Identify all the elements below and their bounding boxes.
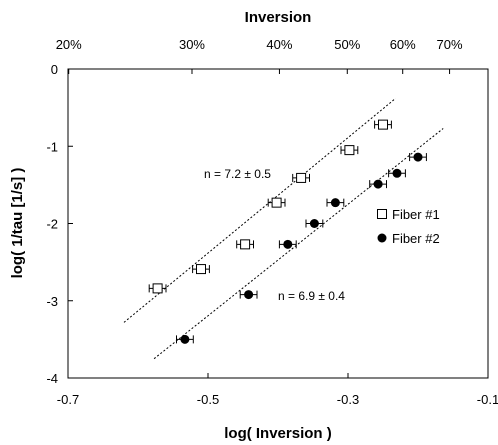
legend-marker-fiber2 [377, 233, 387, 243]
x-axis-title: log( Inversion ) [224, 425, 332, 442]
fit-lines [123, 97, 444, 360]
data-point-fiber2 [330, 198, 340, 208]
data-point-fiber1 [196, 264, 206, 275]
x-axis: -0.7 -0.5 -0.3 -0.1 [57, 373, 498, 407]
data-point-fiber2 [413, 152, 423, 162]
legend-marker-fiber1 [377, 209, 387, 219]
data-point-fiber1 [378, 119, 388, 130]
x-tick-label: -0.7 [57, 392, 79, 407]
data-point-fiber1 [344, 145, 355, 156]
data-point-fiber1 [271, 197, 282, 208]
plot-area [67, 68, 489, 379]
y-tick-label: -4 [46, 371, 58, 386]
top-tick-label: 70% [437, 37, 463, 52]
y-tick-label: -1 [46, 139, 58, 154]
top-axis: 20% 30% 40% 50% 60% 70% [56, 37, 463, 74]
data-point-fiber2 [309, 219, 319, 228]
y-tick-label: -2 [46, 217, 58, 232]
data-point-fiber1 [296, 172, 307, 183]
annotation-fiber2: n = 6.9 ± 0.4 [278, 289, 345, 303]
data-point-fiber1 [240, 239, 251, 250]
data-point-fiber2 [283, 239, 293, 249]
top-axis-title: Inversion [245, 9, 312, 26]
data-point-fiber2 [392, 168, 402, 178]
fit-line-2 [153, 128, 444, 360]
data-points [148, 119, 427, 344]
y-axis: 0 -1 -2 -3 -4 [46, 62, 73, 386]
legend-label-fiber1: Fiber #1 [392, 207, 440, 222]
legend-label-fiber2: Fiber #2 [392, 231, 440, 246]
y-tick-label: 0 [51, 62, 58, 77]
x-tick-label: -0.5 [197, 392, 219, 407]
x-tick-label: -0.1 [477, 392, 498, 407]
top-tick-label: 60% [390, 37, 416, 52]
data-point-fiber2 [180, 334, 190, 344]
data-point-fiber2 [373, 179, 383, 189]
annotation-fiber1: n = 7.2 ± 0.5 [204, 167, 271, 181]
data-point-fiber1 [152, 283, 163, 294]
data-point-fiber2 [244, 290, 254, 300]
top-tick-label: 20% [56, 37, 82, 52]
top-tick-label: 30% [179, 37, 205, 52]
top-tick-label: 50% [334, 37, 360, 52]
x-tick-label: -0.3 [337, 392, 359, 407]
legend: Fiber #1 Fiber #2 [377, 207, 440, 246]
fit-line-1 [123, 97, 396, 323]
y-tick-label: -3 [46, 294, 58, 309]
y-axis-title: log( 1/tau [1/s] ) [9, 168, 26, 279]
top-tick-label: 40% [266, 37, 292, 52]
